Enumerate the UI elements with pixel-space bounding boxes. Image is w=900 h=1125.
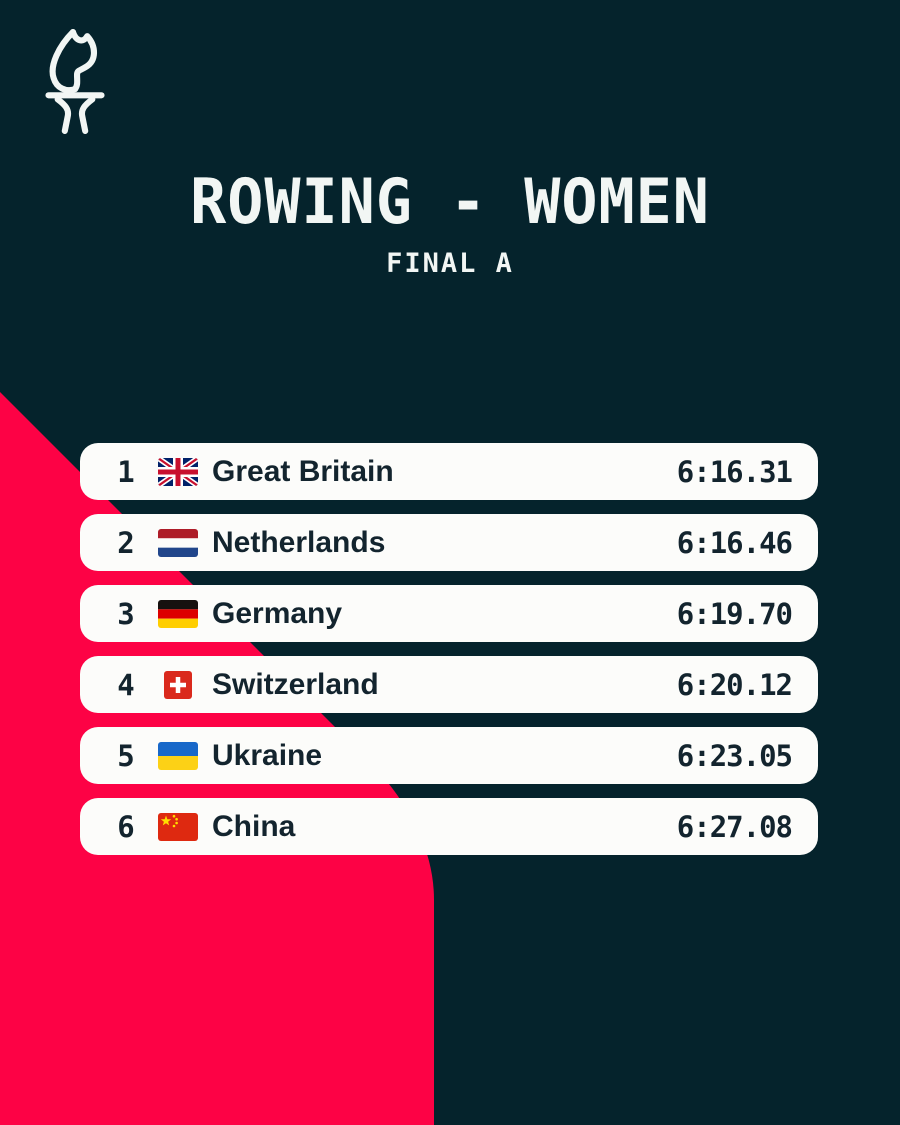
result-row: 4 Switzerland 6:20.12 <box>80 656 818 713</box>
finish-time: 6:23.05 <box>676 738 793 773</box>
result-row: 3 Germany 6:19.70 <box>80 585 818 642</box>
flag-de-icon <box>158 600 198 628</box>
country-name: Ukraine <box>212 738 323 772</box>
flag-cn-icon <box>158 813 198 841</box>
page-title: ROWING - WOMEN <box>190 165 710 239</box>
flag-ch-icon <box>164 671 192 699</box>
rank: 2 <box>117 525 135 560</box>
rank: 5 <box>117 738 135 773</box>
rank: 1 <box>117 454 135 489</box>
result-row: 1 Great Britain 6:16.31 <box>80 443 818 500</box>
olympic-torch-icon <box>45 29 105 134</box>
country-name: Netherlands <box>212 525 386 559</box>
header: ROWING - WOMEN FINAL A <box>0 165 900 279</box>
rank: 3 <box>117 596 135 631</box>
country-name: China <box>212 809 296 843</box>
result-row: 2 Netherlands 6:16.46 <box>80 514 818 571</box>
result-row: 6 China 6:27.08 <box>80 798 818 855</box>
country-name: Great Britain <box>212 454 394 488</box>
finish-time: 6:16.31 <box>676 454 793 489</box>
results-list: 1 Great Britain 6:16.31 2 Netherlands 6:… <box>80 443 818 869</box>
rank: 6 <box>117 809 135 844</box>
country-name: Switzerland <box>212 667 379 701</box>
flag-ua-icon <box>158 742 198 770</box>
flag-nl-icon <box>158 529 198 557</box>
page-subtitle: FINAL A <box>386 248 514 279</box>
rank: 4 <box>117 667 135 702</box>
finish-time: 6:27.08 <box>676 809 793 844</box>
finish-time: 6:19.70 <box>676 596 793 631</box>
flag-gb-icon <box>158 458 198 486</box>
finish-time: 6:16.46 <box>676 525 793 560</box>
result-row: 5 Ukraine 6:23.05 <box>80 727 818 784</box>
finish-time: 6:20.12 <box>676 667 793 702</box>
country-name: Germany <box>212 596 343 630</box>
